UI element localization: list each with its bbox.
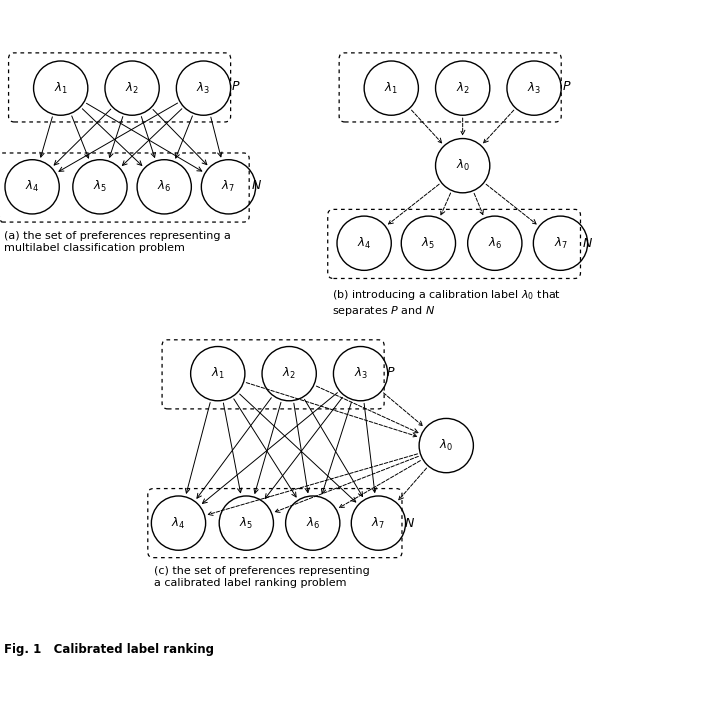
Text: $\lambda_{6}$: $\lambda_{6}$ bbox=[488, 235, 502, 251]
Text: $\lambda_{5}$: $\lambda_{5}$ bbox=[93, 179, 107, 195]
Text: $\lambda_{7}$: $\lambda_{7}$ bbox=[371, 515, 386, 531]
Text: $\lambda_{4}$: $\lambda_{4}$ bbox=[171, 515, 186, 531]
Text: $\lambda_{1}$: $\lambda_{1}$ bbox=[211, 366, 225, 381]
Text: $\lambda_{3}$: $\lambda_{3}$ bbox=[527, 80, 541, 96]
Text: $\lambda_{0}$: $\lambda_{0}$ bbox=[439, 438, 453, 453]
Text: $\lambda_{5}$: $\lambda_{5}$ bbox=[239, 515, 253, 531]
Text: $\lambda_{2}$: $\lambda_{2}$ bbox=[456, 80, 470, 96]
Text: Fig. 1   Calibrated label ranking: Fig. 1 Calibrated label ranking bbox=[4, 643, 213, 656]
Text: $N$: $N$ bbox=[582, 237, 593, 250]
Text: $\lambda_{6}$: $\lambda_{6}$ bbox=[306, 515, 320, 531]
Text: $\lambda_{1}$: $\lambda_{1}$ bbox=[384, 80, 398, 96]
Text: $\lambda_{2}$: $\lambda_{2}$ bbox=[282, 366, 296, 381]
Text: $P$: $P$ bbox=[562, 80, 571, 93]
Text: $P$: $P$ bbox=[231, 80, 240, 93]
Text: $N$: $N$ bbox=[404, 517, 415, 529]
Text: $\lambda_{2}$: $\lambda_{2}$ bbox=[125, 80, 139, 96]
Text: $\lambda_{5}$: $\lambda_{5}$ bbox=[421, 235, 436, 251]
Text: $\lambda_{4}$: $\lambda_{4}$ bbox=[25, 179, 39, 195]
Text: $\lambda_{3}$: $\lambda_{3}$ bbox=[353, 366, 368, 381]
Text: $N$: $N$ bbox=[251, 179, 262, 192]
Text: $P$: $P$ bbox=[386, 367, 395, 379]
Text: $\lambda_{0}$: $\lambda_{0}$ bbox=[456, 158, 470, 173]
Text: $\lambda_{3}$: $\lambda_{3}$ bbox=[196, 80, 211, 96]
Text: $\lambda_{1}$: $\lambda_{1}$ bbox=[54, 80, 68, 96]
Text: $\lambda_{7}$: $\lambda_{7}$ bbox=[221, 179, 236, 195]
Text: $\lambda_{6}$: $\lambda_{6}$ bbox=[157, 179, 171, 195]
Text: $\lambda_{7}$: $\lambda_{7}$ bbox=[553, 235, 568, 251]
Text: $\lambda_{4}$: $\lambda_{4}$ bbox=[357, 235, 371, 251]
Text: (a) the set of preferences representing a
multilabel classification problem: (a) the set of preferences representing … bbox=[4, 231, 231, 253]
Text: (c) the set of preferences representing
a calibrated label ranking problem: (c) the set of preferences representing … bbox=[154, 566, 369, 588]
Text: (b) introducing a calibration label $\lambda_0$ that
separates $P$ and $N$: (b) introducing a calibration label $\la… bbox=[332, 288, 561, 318]
